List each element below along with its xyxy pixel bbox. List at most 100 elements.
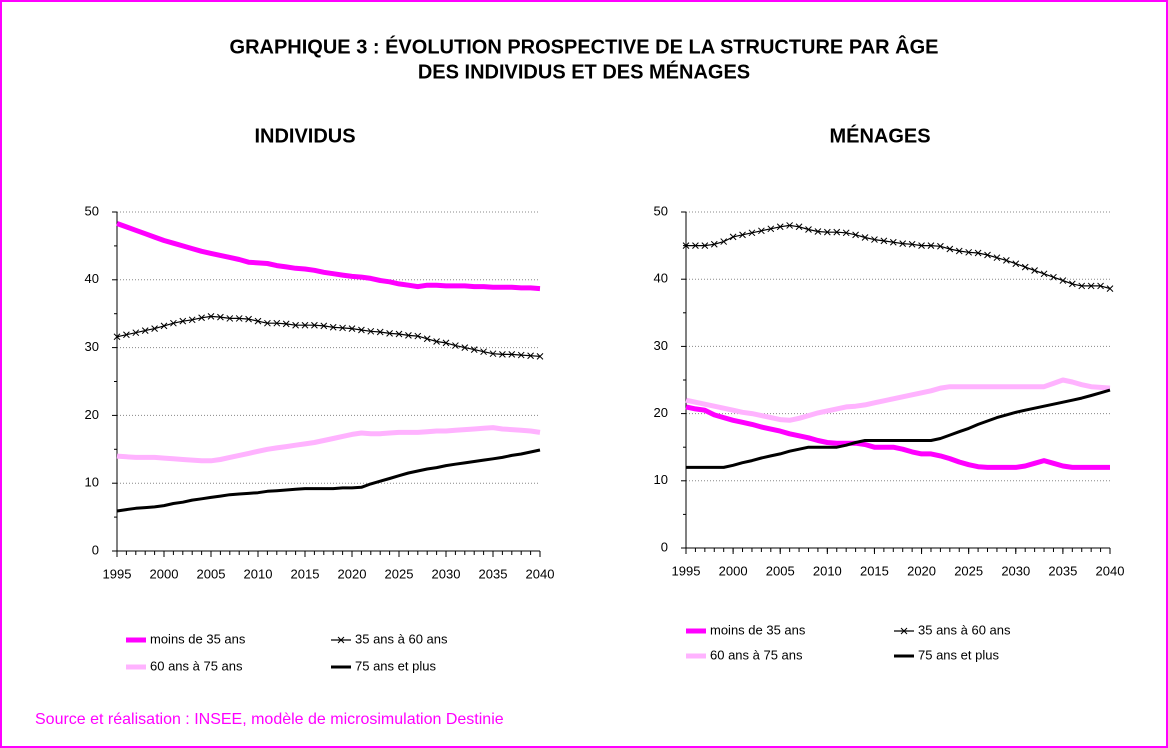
marker bbox=[188, 316, 196, 324]
source: Source et réalisation : INSEE, modèle de… bbox=[35, 711, 504, 728]
line bbox=[685, 377, 1111, 423]
marker bbox=[198, 314, 205, 322]
marker bbox=[132, 329, 140, 337]
y-tick-label: 0 bbox=[92, 542, 99, 557]
x-tick-label: 2020 bbox=[907, 563, 936, 578]
marker bbox=[908, 240, 916, 248]
y-tick-label: 10 bbox=[85, 475, 99, 490]
marker bbox=[273, 319, 281, 327]
marker bbox=[748, 229, 756, 237]
marker bbox=[729, 233, 737, 241]
marker bbox=[423, 335, 431, 343]
marker bbox=[386, 330, 393, 337]
legend-label: moins de 35 ans bbox=[150, 631, 246, 646]
marker bbox=[776, 223, 784, 231]
legend-label: moins de 35 ans bbox=[710, 622, 806, 637]
x-tick-label: 1995 bbox=[103, 566, 132, 581]
line bbox=[116, 315, 541, 357]
marker bbox=[1078, 282, 1086, 290]
marker bbox=[993, 254, 1001, 262]
marker bbox=[880, 237, 888, 245]
marker bbox=[1050, 273, 1057, 281]
marker bbox=[1087, 282, 1095, 290]
x-tick-label: 2015 bbox=[291, 566, 320, 581]
y-tick-label: 40 bbox=[85, 271, 99, 286]
legend-label: 75 ans et plus bbox=[918, 647, 999, 662]
x-tick-label: 2035 bbox=[1048, 563, 1077, 578]
marker bbox=[710, 240, 718, 248]
chart-subtitle: MÉNAGES bbox=[829, 124, 930, 147]
marker bbox=[264, 319, 271, 327]
marker bbox=[965, 248, 973, 256]
marker bbox=[814, 228, 822, 235]
marker bbox=[795, 223, 803, 231]
marker bbox=[414, 332, 422, 340]
chart-title: DES INDIVIDUS ET DES MÉNAGES bbox=[418, 60, 750, 83]
marker bbox=[1012, 260, 1020, 268]
marker bbox=[367, 327, 375, 335]
marker bbox=[480, 348, 487, 356]
y-tick-label: 10 bbox=[654, 472, 668, 487]
marker bbox=[692, 242, 699, 249]
marker bbox=[254, 317, 262, 325]
y-tick-label: 0 bbox=[661, 539, 668, 554]
marker bbox=[946, 245, 954, 253]
x-tick-label: 1995 bbox=[672, 563, 701, 578]
legend-marker bbox=[900, 627, 908, 635]
marker bbox=[1040, 270, 1048, 278]
x-tick-label: 2040 bbox=[1096, 563, 1125, 578]
x-tick-label: 2030 bbox=[1001, 563, 1030, 578]
marker bbox=[1021, 263, 1029, 271]
line bbox=[116, 221, 541, 292]
marker bbox=[984, 251, 991, 259]
marker bbox=[320, 322, 328, 330]
marker bbox=[452, 342, 459, 349]
chart-subtitle: INDIVIDUS bbox=[254, 125, 355, 147]
legend-label: 35 ans à 60 ans bbox=[355, 631, 448, 646]
x-tick-label: 2030 bbox=[432, 566, 461, 581]
marker bbox=[217, 313, 224, 321]
x-tick-label: 2005 bbox=[766, 563, 795, 578]
marker bbox=[758, 227, 765, 235]
marker bbox=[442, 339, 450, 347]
marker bbox=[517, 351, 525, 359]
y-tick-label: 40 bbox=[654, 271, 668, 286]
line bbox=[686, 388, 1111, 469]
chart-title: GRAPHIQUE 3 : ÉVOLUTION PROSPECTIVE DE L… bbox=[230, 34, 939, 58]
marker bbox=[433, 338, 440, 345]
marker bbox=[937, 242, 944, 250]
x-tick-label: 2025 bbox=[385, 566, 414, 581]
marker bbox=[489, 350, 497, 358]
x-tick-label: 2000 bbox=[719, 563, 748, 578]
marker bbox=[301, 321, 309, 329]
marker bbox=[151, 325, 158, 332]
legend-label: 35 ans à 60 ans bbox=[918, 622, 1011, 637]
y-tick-label: 30 bbox=[654, 338, 668, 353]
legend-label: 75 ans et plus bbox=[355, 658, 436, 673]
marker bbox=[348, 325, 356, 332]
marker bbox=[405, 332, 412, 339]
marker bbox=[918, 242, 925, 249]
marker bbox=[739, 231, 746, 239]
marker bbox=[536, 353, 544, 360]
marker bbox=[889, 238, 897, 246]
marker bbox=[461, 344, 469, 351]
marker bbox=[282, 320, 290, 328]
marker bbox=[376, 328, 384, 336]
marker bbox=[786, 222, 793, 229]
marker bbox=[852, 231, 859, 239]
marker bbox=[899, 240, 907, 247]
marker bbox=[823, 228, 831, 236]
y-tick-label: 20 bbox=[85, 407, 99, 422]
x-tick-label: 2015 bbox=[860, 563, 889, 578]
x-tick-label: 2010 bbox=[813, 563, 842, 578]
x-tick-label: 2020 bbox=[338, 566, 367, 581]
x-tick-label: 2000 bbox=[150, 566, 179, 581]
marker bbox=[767, 225, 775, 233]
marker bbox=[311, 321, 318, 329]
marker bbox=[1059, 277, 1067, 284]
marker bbox=[245, 315, 252, 323]
marker bbox=[329, 323, 337, 331]
marker bbox=[339, 324, 346, 332]
